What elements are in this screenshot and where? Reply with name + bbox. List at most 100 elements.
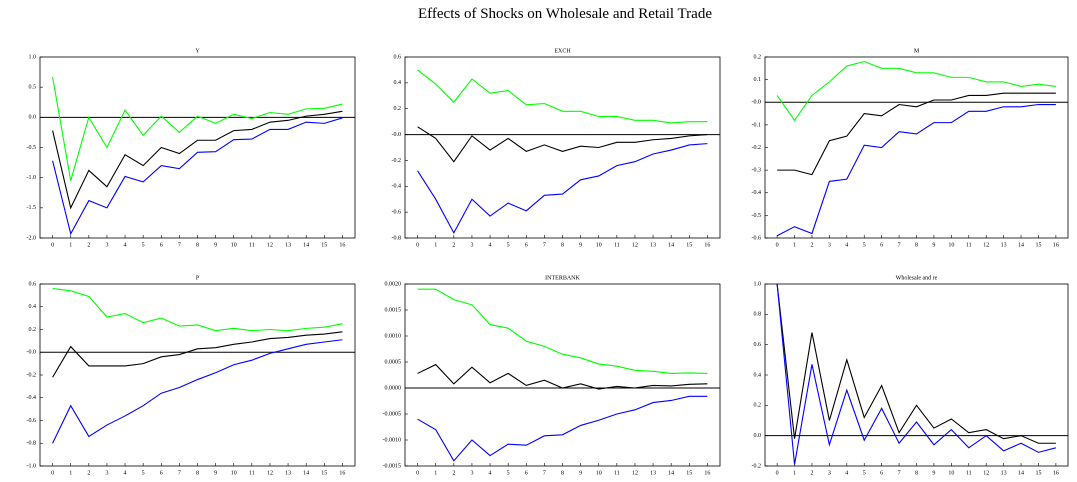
x-tick-label: 0 <box>776 470 779 476</box>
y-tick-label: 0.5 <box>29 85 37 91</box>
x-tick-label: 8 <box>915 470 918 476</box>
y-tick-label: -0.4 <box>752 190 762 196</box>
x-tick-label: 13 <box>1001 242 1007 248</box>
series-line <box>52 117 343 236</box>
x-tick-label: 2 <box>452 470 455 476</box>
x-tick-label: 4 <box>845 470 848 476</box>
x-tick-label: 4 <box>124 242 127 248</box>
x-tick-label: 10 <box>231 242 237 248</box>
y-tick-label: -1.0 <box>27 463 37 469</box>
y-tick-label: 0.2 <box>754 403 762 409</box>
series-line <box>776 283 1057 465</box>
y-tick-label: -0.0 <box>392 132 402 138</box>
x-tick-label: 15 <box>321 242 327 248</box>
x-tick-label: 14 <box>668 242 674 248</box>
x-tick-label: 1 <box>434 470 437 476</box>
x-tick-label: 0 <box>776 242 779 248</box>
x-tick-label: 1 <box>69 242 72 248</box>
y-tick-label: 0.4 <box>754 372 762 378</box>
x-tick-label: 3 <box>470 470 473 476</box>
series-line <box>417 143 708 234</box>
x-tick-label: 3 <box>828 470 831 476</box>
x-tick-label: 6 <box>160 242 163 248</box>
x-tick-label: 10 <box>596 470 602 476</box>
y-tick-label: -0.5 <box>27 145 37 151</box>
x-tick-label: 3 <box>105 242 108 248</box>
x-tick-label: 2 <box>87 242 90 248</box>
x-tick-label: 3 <box>105 470 108 476</box>
x-tick-label: 13 <box>650 470 656 476</box>
y-tick-label: -0.8 <box>392 235 402 241</box>
series-line <box>52 110 343 210</box>
x-tick-label: 11 <box>966 242 972 248</box>
x-tick-label: 8 <box>561 242 564 248</box>
main-title: Effects of Shocks on Wholesale and Retai… <box>418 6 712 22</box>
x-tick-label: 5 <box>863 470 866 476</box>
series-line <box>776 103 1056 237</box>
series-line <box>417 288 708 374</box>
x-tick-label: 1 <box>793 242 796 248</box>
panel-title: EXCH <box>554 48 571 54</box>
x-tick-label: 14 <box>1018 470 1024 476</box>
x-tick-label: 9 <box>579 242 582 248</box>
x-tick-label: 4 <box>489 470 492 476</box>
x-tick-label: 15 <box>321 470 327 476</box>
x-tick-label: 2 <box>810 242 813 248</box>
x-tick-label: 6 <box>880 242 883 248</box>
x-tick-label: 6 <box>160 470 163 476</box>
plot-frame <box>764 56 1069 239</box>
x-tick-label: 16 <box>339 242 345 248</box>
x-tick-label: 14 <box>303 470 309 476</box>
y-tick-label: 0.4 <box>29 304 37 310</box>
x-tick-label: 13 <box>1001 470 1007 476</box>
y-tick-label: -0.5 <box>752 213 762 219</box>
x-tick-label: 6 <box>525 470 528 476</box>
x-tick-label: 9 <box>932 470 935 476</box>
y-tick-label: -2.0 <box>27 235 37 241</box>
x-tick-label: 12 <box>983 470 989 476</box>
y-tick-label: -0.6 <box>752 235 762 241</box>
x-tick-label: 0 <box>51 470 54 476</box>
series-line <box>417 69 708 124</box>
x-tick-label: 14 <box>668 470 674 476</box>
y-tick-label: 0.2 <box>394 106 402 112</box>
x-tick-label: 1 <box>69 470 72 476</box>
y-tick-label: -0.6 <box>392 210 402 216</box>
plot-frame <box>39 283 356 467</box>
x-tick-label: 14 <box>1018 242 1024 248</box>
y-tick-label: 1.0 <box>29 54 37 60</box>
x-tick-label: 15 <box>1035 242 1041 248</box>
x-tick-label: 5 <box>142 242 145 248</box>
series-line <box>417 395 708 462</box>
y-tick-label: 0.2 <box>29 327 37 333</box>
x-tick-label: 16 <box>1053 470 1059 476</box>
series-line <box>52 288 343 332</box>
y-tick-label: -0.2 <box>752 145 762 151</box>
x-tick-label: 6 <box>880 470 883 476</box>
x-tick-label: 13 <box>650 242 656 248</box>
y-tick-label: -0.0010 <box>383 437 402 443</box>
y-tick-label: -0.0 <box>752 100 762 106</box>
x-tick-label: 9 <box>214 242 217 248</box>
x-tick-label: 11 <box>249 242 255 248</box>
x-tick-label: 11 <box>966 470 972 476</box>
x-tick-label: 7 <box>178 470 181 476</box>
x-tick-label: 12 <box>983 242 989 248</box>
series-line <box>777 92 1056 176</box>
x-tick-label: 16 <box>704 242 710 248</box>
x-tick-label: 13 <box>285 470 291 476</box>
y-tick-label: -0.4 <box>27 395 37 401</box>
x-tick-label: 7 <box>543 470 546 476</box>
x-tick-label: 0 <box>51 242 54 248</box>
x-tick-label: 12 <box>267 470 273 476</box>
panel-title: INTERBANK <box>545 275 580 281</box>
series-line <box>52 76 343 181</box>
y-tick-label: 0.1 <box>754 77 762 83</box>
x-tick-label: 3 <box>828 242 831 248</box>
x-tick-label: 1 <box>793 470 796 476</box>
y-tick-label: -0.0005 <box>383 411 402 417</box>
x-tick-label: 3 <box>470 242 473 248</box>
x-tick-label: 8 <box>196 242 199 248</box>
